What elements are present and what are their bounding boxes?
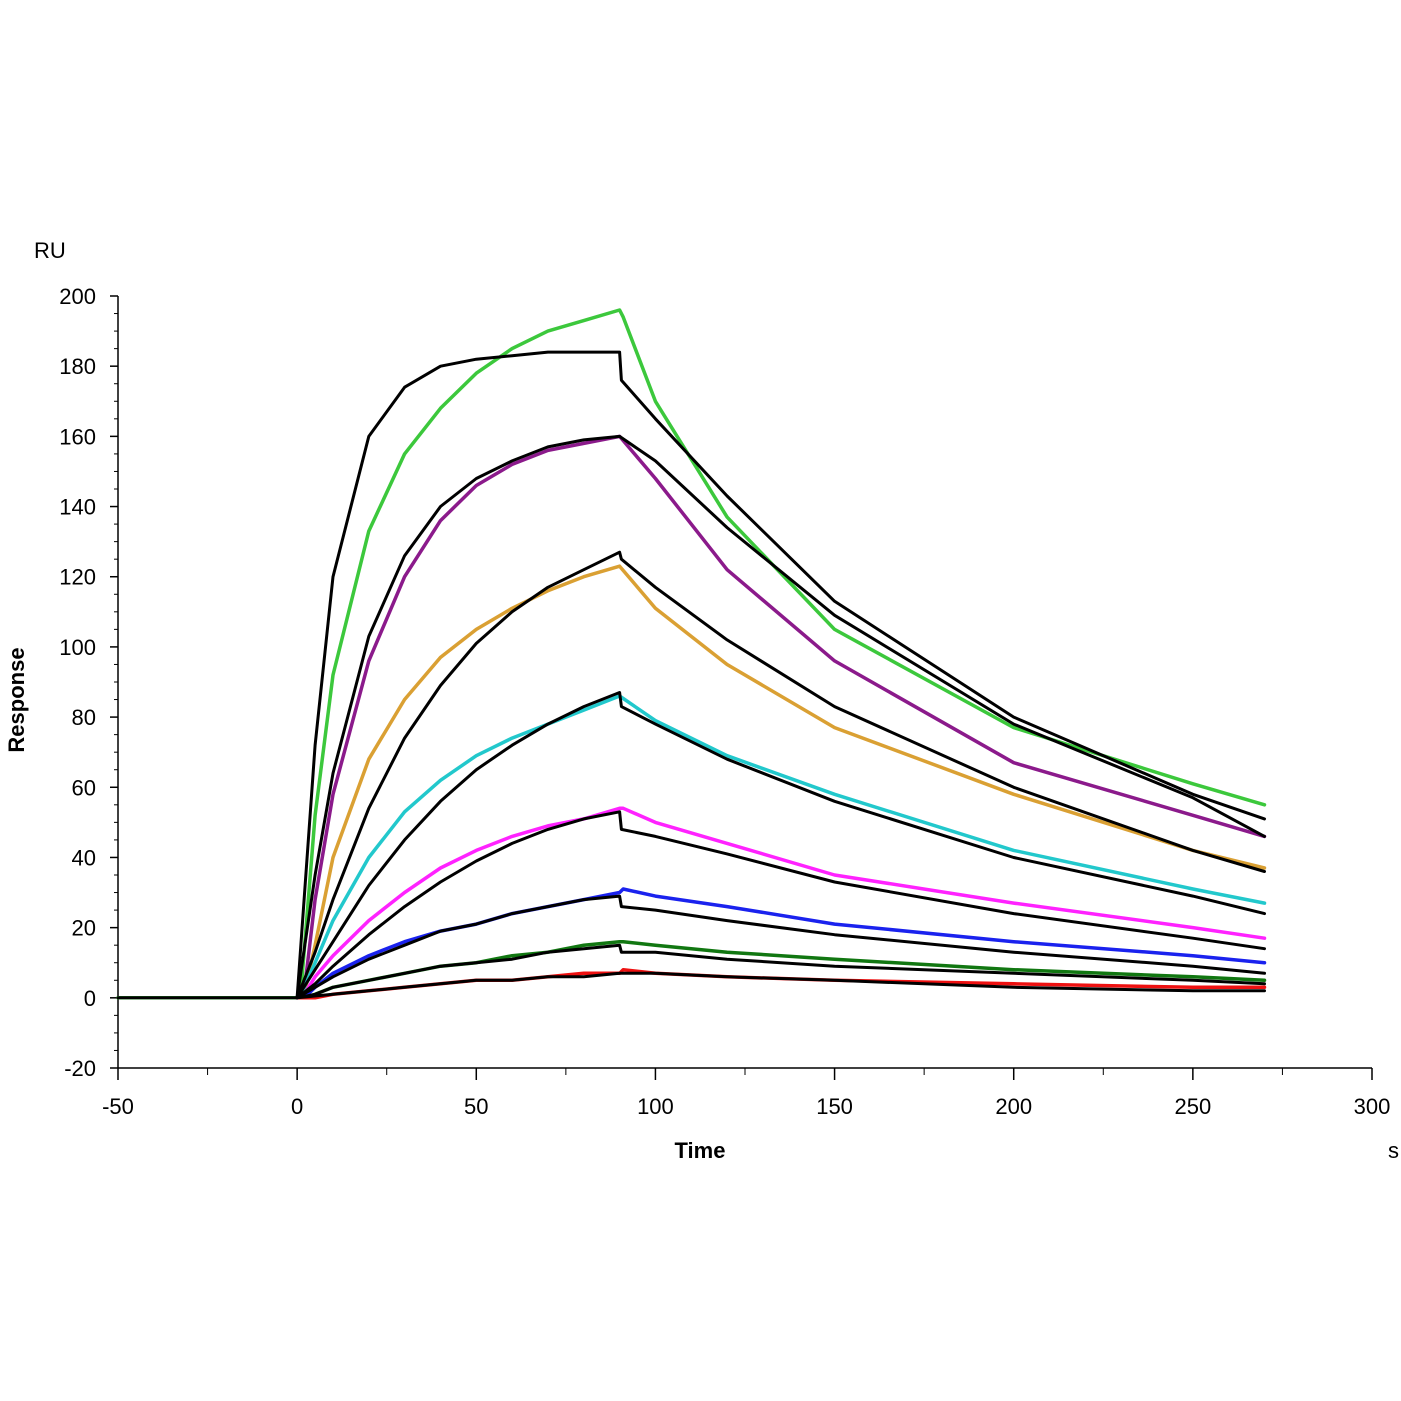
y-tick-label: 20 [72, 916, 96, 941]
y-tick-label: 160 [59, 424, 96, 449]
fit-curve [116, 350, 1266, 1000]
x-tick-label: 100 [637, 1094, 674, 1119]
measured-curve [295, 434, 1267, 1000]
x-tick-label: 50 [464, 1094, 488, 1119]
measured-curve [295, 694, 1267, 1000]
fit-curve [295, 810, 1266, 1000]
y-tick-label: 120 [59, 565, 96, 590]
measured-curve [116, 308, 1267, 1000]
x-tick-label: 300 [1354, 1094, 1391, 1119]
series-layer [116, 308, 1267, 1000]
x-tick-label: 150 [816, 1094, 853, 1119]
y-tick-label: 180 [59, 354, 96, 379]
x-tick-label: -50 [102, 1094, 134, 1119]
measured-curve [295, 887, 1267, 1000]
y-tick-label: -20 [64, 1056, 96, 1081]
y-tick-label: 60 [72, 775, 96, 800]
y-axis-title: Response [4, 647, 29, 752]
fit-curve [295, 971, 1266, 1000]
y-tick-label: 40 [72, 845, 96, 870]
y-tick-label: 100 [59, 635, 96, 660]
axes: -20 0 20 40 60 80 100 120 140 160 180 200 -50 0 50 100… [59, 284, 1390, 1119]
y-tick-label: 0 [84, 986, 96, 1011]
fit-curve [295, 894, 1266, 1000]
x-tick-label: 0 [291, 1094, 303, 1119]
fit-curve [295, 943, 1266, 1000]
y-tick-label: 200 [59, 284, 96, 309]
y-ticks: -20 0 20 40 60 80 100 120 140 160 180 200 [59, 284, 118, 1081]
x-unit-label: s [1388, 1138, 1399, 1163]
y-tick-label: 80 [72, 705, 96, 730]
fit-curve [295, 550, 1266, 1000]
measured-curve [295, 564, 1267, 1000]
x-tick-label: 250 [1174, 1094, 1211, 1119]
measured-curve [295, 806, 1267, 1000]
fit-curve [295, 691, 1266, 1000]
x-tick-label: 200 [995, 1094, 1032, 1119]
fit-curve [295, 434, 1266, 1000]
x-ticks: -50 0 50 100 150 200 250 300 [102, 1068, 1390, 1119]
y-tick-label: 140 [59, 495, 96, 520]
y-unit-label: RU [34, 238, 66, 263]
x-axis-title: Time [675, 1138, 726, 1163]
